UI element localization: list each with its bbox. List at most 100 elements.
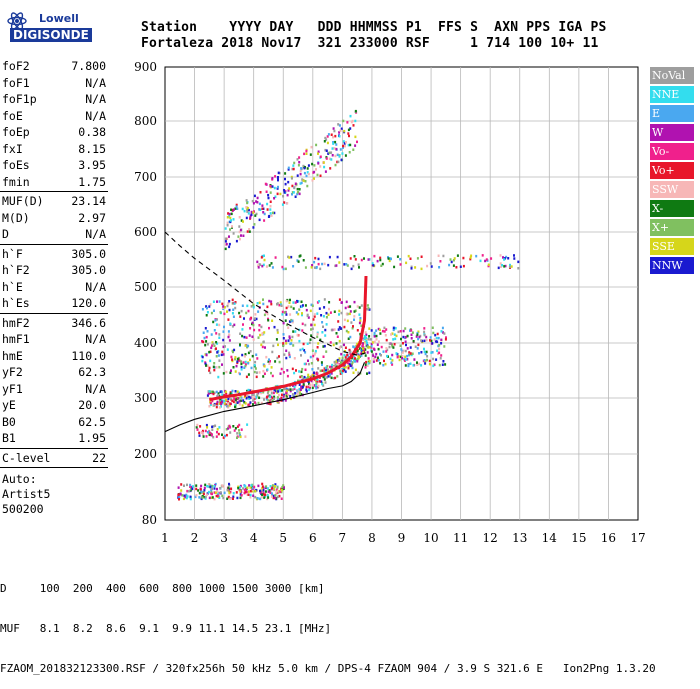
- echo-point: [292, 301, 295, 304]
- echo-point: [260, 256, 263, 259]
- echo-point: [263, 258, 266, 262]
- echo-point: [276, 486, 279, 489]
- echo-point: [258, 208, 261, 211]
- echo-point: [375, 338, 378, 341]
- echo-point: [423, 330, 426, 334]
- echo-point: [292, 330, 295, 333]
- echo-point: [224, 390, 227, 393]
- param-value: 0.38: [78, 125, 106, 139]
- echo-point: [213, 368, 216, 372]
- echo-point: [271, 185, 274, 188]
- echo-point: [303, 349, 306, 352]
- echo-point: [241, 404, 244, 407]
- echo-point: [420, 351, 423, 354]
- echo-point: [235, 491, 238, 494]
- echo-point: [315, 266, 318, 269]
- echo-point: [402, 349, 405, 352]
- param-label: fxI: [2, 141, 23, 156]
- echo-point: [259, 191, 262, 194]
- echo-point: [200, 431, 203, 434]
- echo-point: [313, 164, 316, 167]
- echo-point: [322, 355, 325, 358]
- echo-point: [315, 168, 317, 171]
- echo-point: [370, 329, 373, 332]
- echo-point: [271, 486, 274, 490]
- echo-point: [309, 338, 312, 341]
- param-value: 1.95: [78, 431, 106, 445]
- echo-point: [312, 373, 315, 376]
- echo-point: [336, 255, 339, 259]
- echo-point: [284, 177, 286, 181]
- echo-point: [507, 257, 510, 260]
- echo-point: [263, 331, 266, 334]
- echo-point: [324, 334, 327, 337]
- echo-point: [284, 319, 287, 322]
- chart-grid: [164, 66, 639, 521]
- echo-point: [258, 301, 261, 304]
- echo-point: [300, 370, 303, 374]
- echo-point: [294, 195, 297, 198]
- echo-point: [285, 342, 288, 345]
- echo-point: [395, 352, 398, 355]
- echo-point: [248, 397, 251, 400]
- param-value: 62.5: [78, 414, 106, 429]
- param-row: h`F 305.0: [0, 246, 108, 263]
- echo-point: [247, 351, 250, 355]
- echo-point: [304, 323, 307, 327]
- echo-point: [328, 255, 331, 259]
- echo-point: [342, 144, 344, 148]
- echo-point: [337, 358, 340, 362]
- echo-point: [410, 333, 413, 336]
- logo-line1: Lowell: [39, 12, 79, 25]
- echo-point: [225, 398, 227, 402]
- param-value: 305.0: [71, 263, 106, 277]
- echo-point: [437, 336, 440, 340]
- echo-point: [201, 355, 204, 359]
- echo-point: [313, 177, 315, 180]
- echo-point: [359, 332, 362, 336]
- echo-point: [316, 372, 319, 376]
- echo-point: [288, 187, 291, 190]
- echo-point: [344, 370, 347, 373]
- echo-point: [487, 264, 490, 268]
- param-row: yF1 N/A: [0, 381, 108, 398]
- echo-point: [350, 120, 353, 124]
- echo-point: [212, 320, 215, 324]
- echo-point: [370, 350, 373, 353]
- echo-point: [262, 369, 265, 373]
- echo-point: [246, 395, 249, 398]
- echo-point: [244, 353, 247, 356]
- echo-point: [199, 488, 202, 491]
- echo-point: [234, 357, 237, 361]
- param-row: hmE 110.0: [0, 348, 108, 365]
- echo-point: [300, 386, 303, 389]
- echo-point: [267, 490, 270, 493]
- echo-point: [347, 143, 350, 147]
- echo-point: [218, 333, 221, 336]
- echo-point: [443, 332, 446, 335]
- echo-point: [208, 433, 211, 436]
- echo-point: [394, 337, 397, 341]
- echo-point: [287, 166, 290, 170]
- echo-point: [294, 383, 297, 387]
- echo-point: [343, 142, 346, 145]
- y-tick-label: 900: [134, 60, 157, 74]
- echo-point: [248, 395, 251, 399]
- echo-point: [283, 189, 286, 192]
- echo-point: [209, 403, 212, 406]
- echo-point: [440, 338, 443, 342]
- echo-point: [291, 320, 294, 324]
- echo-point: [204, 495, 207, 499]
- echo-point: [316, 335, 319, 339]
- echo-point: [484, 259, 487, 263]
- echo-point: [227, 486, 230, 490]
- echo-point: [301, 329, 304, 332]
- echo-point: [229, 392, 232, 395]
- echo-point: [269, 191, 272, 194]
- echo-point: [341, 371, 344, 375]
- param-label: foEs: [2, 158, 30, 172]
- echo-point: [296, 158, 299, 161]
- echo-point: [211, 344, 214, 347]
- echo-point: [263, 398, 265, 401]
- echo-point: [240, 362, 243, 366]
